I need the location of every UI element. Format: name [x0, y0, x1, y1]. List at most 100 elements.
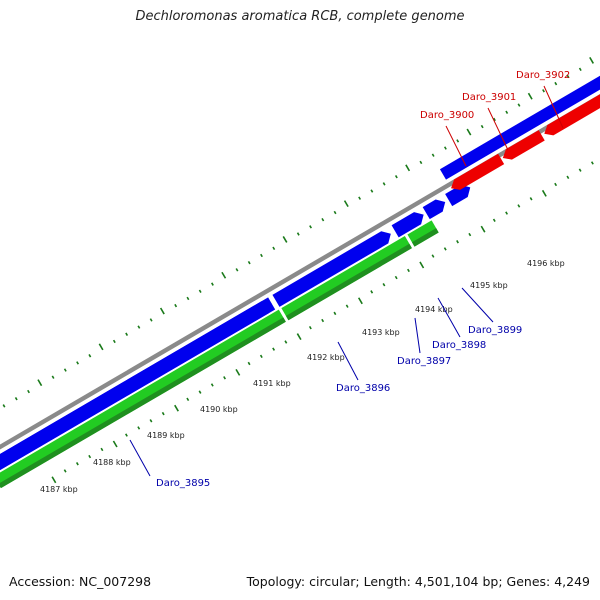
outer-scale-tick	[309, 225, 312, 229]
gene-leader-line	[461, 287, 494, 323]
outer-scale-tick	[63, 368, 67, 372]
gene-leader-line	[437, 297, 461, 338]
inner-scale-tick	[308, 325, 312, 330]
inner-scale-tick	[419, 261, 425, 269]
outer-scale-tick	[382, 182, 386, 186]
kbp-tick-label: 4188 kbp	[93, 458, 131, 467]
inner-scale-tick	[529, 197, 533, 201]
outer-scale-tick	[394, 175, 398, 179]
inner-scale-tick	[456, 240, 459, 244]
gene-label-daro-3900[interactable]: Daro_3900	[420, 110, 474, 121]
outer-scale-tick	[566, 74, 570, 79]
gene-label-daro-3902[interactable]: Daro_3902	[516, 70, 570, 81]
inner-scale-tick	[394, 275, 398, 280]
rna-feature-3-shade	[411, 228, 439, 247]
inner-scale-tick	[541, 189, 547, 197]
outer-scale-tick	[159, 307, 165, 315]
gene-leader-line	[414, 317, 421, 354]
inner-scale-tick	[161, 411, 165, 416]
cds-daro-3897	[391, 212, 424, 238]
inner-scale-tick	[370, 290, 374, 294]
outer-scale-tick	[260, 253, 263, 258]
inner-scale-tick	[112, 440, 118, 448]
kbp-tick-label: 4191 kbp	[253, 379, 291, 388]
outer-scale-tick	[76, 361, 80, 365]
cds-daro-3902	[544, 94, 600, 136]
inner-scale-tick	[210, 383, 214, 387]
outer-scale-tick	[98, 343, 104, 351]
cds-daro-3895	[0, 300, 272, 471]
outer-scale-tick	[370, 189, 374, 193]
outer-scale-tick	[517, 103, 521, 107]
outer-scale-tick	[221, 271, 227, 279]
inner-scale-tick	[578, 168, 582, 172]
outer-scale-tick	[125, 332, 129, 336]
inner-scale-tick	[75, 462, 79, 466]
outer-scale-tick	[578, 67, 582, 71]
outer-scale-tick	[542, 89, 545, 93]
inner-scale-tick	[492, 218, 496, 222]
inner-scale-tick	[149, 419, 153, 423]
inner-scale-tick	[284, 340, 288, 344]
outer-scale-tick	[137, 325, 141, 329]
kbp-tick-label: 4196 kbp	[527, 259, 565, 268]
outer-scale-tick	[333, 210, 337, 215]
outer-scale-tick	[589, 56, 595, 64]
outer-scale-tick	[174, 303, 178, 308]
inner-scale-tick	[345, 304, 349, 308]
outer-scale-tick	[14, 397, 18, 401]
outer-scale-tick	[527, 92, 533, 100]
outer-scale-tick	[554, 81, 558, 86]
inner-scale-tick	[137, 426, 141, 430]
gene-leader-line	[129, 439, 151, 477]
outer-scale-tick	[405, 164, 411, 172]
inner-scale-tick	[125, 433, 128, 437]
gene-label-daro-3895[interactable]: Daro_3895	[156, 478, 210, 489]
outer-scale-tick	[27, 389, 30, 394]
inner-scale-tick	[590, 161, 594, 165]
outer-scale-tick	[211, 282, 214, 286]
kbp-tick-label: 4193 kbp	[362, 328, 400, 337]
outer-scale-tick	[2, 404, 6, 408]
outer-scale-tick	[198, 289, 202, 293]
inner-scale-tick	[321, 318, 325, 323]
gene-label-daro-3897[interactable]: Daro_3897	[397, 356, 451, 367]
outer-scale-tick	[321, 217, 325, 222]
outer-scale-tick	[272, 246, 276, 251]
topology-text: Topology: circular; Length: 4,501,104 bp…	[246, 574, 590, 589]
rna-feature-2-shade	[285, 243, 412, 321]
inner-scale-tick	[382, 283, 386, 287]
inner-scale-tick	[272, 347, 276, 351]
cds-daro-3900-upper	[439, 75, 600, 180]
rna-feature-3	[407, 220, 439, 247]
gene-leader-line	[337, 341, 359, 381]
map-title: Dechloromonas aromatica RCB, complete ge…	[135, 9, 465, 24]
inner-scale-tick	[480, 225, 486, 233]
kbp-tick-label: 4195 kbp	[470, 281, 508, 290]
rna-track-shade	[0, 317, 286, 489]
inner-scale-tick	[63, 469, 67, 473]
gene-label-daro-3901[interactable]: Daro_3901	[462, 92, 516, 103]
inner-scale-tick	[296, 333, 302, 340]
outer-scale-tick	[419, 160, 423, 165]
outer-scale-tick	[37, 379, 43, 387]
outer-scale-tick	[358, 196, 362, 200]
outer-scale-tick	[112, 339, 116, 344]
inner-scale-tick	[566, 175, 570, 180]
cds-daro-3901	[502, 130, 545, 160]
gene-label-daro-3899[interactable]: Daro_3899	[468, 325, 522, 336]
kbp-tick-label: 4192 kbp	[307, 353, 345, 362]
outer-scale-tick	[480, 124, 484, 129]
gene-label-daro-3896[interactable]: Daro_3896	[336, 383, 390, 394]
accession-text: Accession: NC_007298	[9, 574, 152, 589]
inner-scale-tick	[223, 376, 226, 380]
outer-scale-tick	[247, 260, 251, 265]
inner-scale-tick	[505, 211, 509, 215]
inner-scale-tick	[186, 397, 190, 401]
kbp-tick-label: 4190 kbp	[200, 405, 238, 414]
inner-scale-tick	[100, 447, 104, 452]
gene-label-daro-3898[interactable]: Daro_3898	[432, 340, 486, 351]
cds-daro-3900	[451, 153, 505, 190]
